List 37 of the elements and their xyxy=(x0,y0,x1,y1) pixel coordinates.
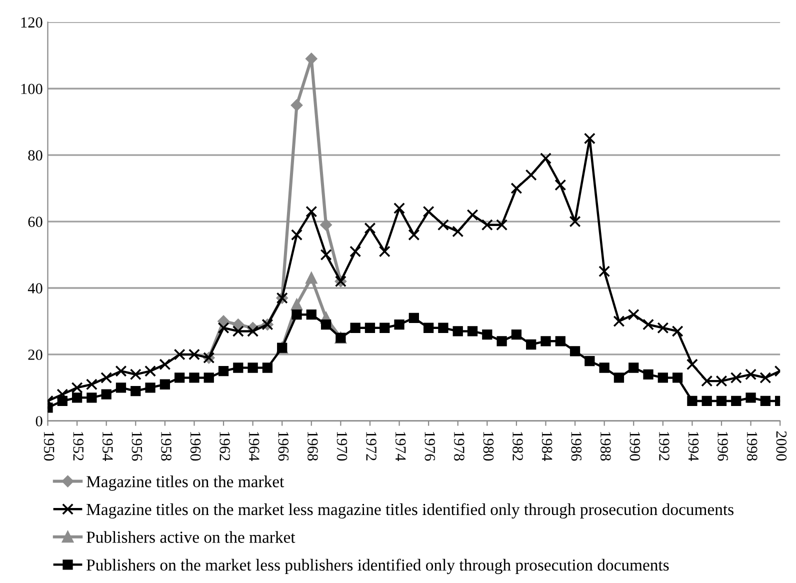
x-tick-label: 1976 xyxy=(424,432,436,461)
x-tick-label: 1996 xyxy=(718,432,728,461)
x-tick-label: 1952 xyxy=(73,432,84,460)
x-tick-label: 1970 xyxy=(336,432,348,461)
y-tick-label: 0 xyxy=(36,416,42,426)
x-tick-label: 2000 xyxy=(776,431,787,461)
x-tick-label: 1998 xyxy=(746,432,758,461)
y-tick-label: 20 xyxy=(28,350,42,360)
x-tick-label: 1966 xyxy=(278,432,289,461)
legend-label: Publishers on the market less publishers identified only through prosecution documents xyxy=(86,558,669,574)
legend-label: Magazine titles on the market xyxy=(86,476,284,491)
x-tick-label: 1958 xyxy=(161,432,172,461)
x-tick-label: 1980 xyxy=(483,432,494,461)
x-tick-label: 1956 xyxy=(132,432,142,461)
y-tick-label: 100 xyxy=(21,84,42,94)
x-tick-label: 1964 xyxy=(248,432,260,461)
x-tick-label: 1960 xyxy=(190,432,201,461)
x-tick-label: 1972 xyxy=(366,432,376,460)
x-tick-label: 1974 xyxy=(395,432,406,461)
x-tick-label: 1994 xyxy=(688,432,699,461)
x-tick-label: 1990 xyxy=(630,432,640,461)
x-tick-label: 1954 xyxy=(102,432,113,461)
x-tick-label: 1988 xyxy=(600,432,611,461)
x-tick-label: 1968 xyxy=(308,432,318,461)
y-tick-label: 120 xyxy=(21,17,42,28)
x-tick-label: 1986 xyxy=(571,432,582,461)
x-tick-label: 1992 xyxy=(659,432,670,460)
y-tick-label: 60 xyxy=(28,216,42,227)
x-tick-label: 1978 xyxy=(454,432,464,461)
x-tick-label: 1982 xyxy=(512,432,523,460)
y-tick-label: 40 xyxy=(28,283,42,294)
x-tick-label: 1950 xyxy=(44,432,54,461)
x-tick-label: 1984 xyxy=(542,432,552,461)
y-tick-label: 80 xyxy=(28,150,42,161)
legend-label: Magazine titles on the market less magazine titles identified only through prosecution documents xyxy=(86,503,734,519)
x-tick-label: 1962 xyxy=(220,432,230,460)
legend-label: Publishers active on the market xyxy=(86,531,296,543)
